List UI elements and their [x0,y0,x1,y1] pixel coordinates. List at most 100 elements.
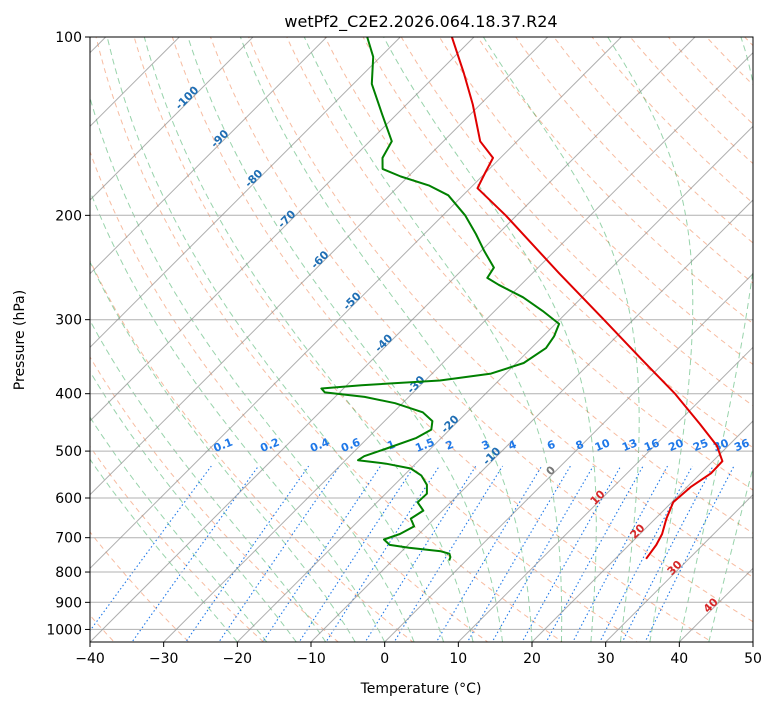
x-tick-label: 10 [449,651,467,667]
y-axis-title: Pressure (hPa) [12,290,28,390]
y-tick-label: 100 [55,30,82,46]
isotherm-line [163,51,753,642]
mixing-ratio-line [262,465,381,642]
mixing-ratio-label: 25 [691,436,710,454]
moist-adiabat-line [90,416,268,642]
dry-adiabat-line [133,37,638,642]
moist-adiabat-line [143,37,474,642]
isotherm-line [531,420,753,642]
dry-adiabat-line [90,259,414,642]
dry-adiabat-line [629,37,753,165]
moist-adiabat-line [239,37,533,642]
x-tick-label: 0 [380,651,389,667]
isotherm-line [90,37,549,496]
dry-adiabat-line [553,37,753,244]
mixing-ratio-line [325,465,440,642]
mixing-ratio-label: 13 [620,436,639,454]
dry-adiabat-line [515,37,753,284]
dry-adiabat-line [95,37,564,642]
dry-adiabat-line [90,356,339,642]
y-tick-label: 800 [55,565,82,581]
mixing-ratio-label: 3 [480,438,492,453]
isotherm-line [90,37,696,642]
y-tick-label: 600 [55,491,82,507]
isotherm-line [384,272,753,642]
dry-adiabat-line [324,37,753,491]
mixing-ratio-lines [90,465,735,642]
dry-adiabat-line [209,37,753,623]
y-tick-label: 300 [55,313,82,329]
isotherm-line [457,346,753,642]
plot-area: 0.1 0.2 0.4 0.6 1 1.5 2 3 4 6 8 10 13 16 20 25 30 36-100-… [90,37,753,642]
axes: −40 −30 −20 −10 0 10 20 30 40 50 100 200 300 400 500 60… [46,30,762,667]
mixing-ratio-line [435,465,543,642]
moist-adiabat-line [383,37,597,642]
isotherm-line [236,125,753,642]
moist-adiabat-line [106,37,445,642]
moist-adiabat-line [607,37,694,642]
mixing-ratio-label: 20 [666,436,685,454]
moist-adiabat-line [482,37,640,642]
profile-series [320,37,724,561]
isotherm-line [310,199,753,642]
moist-adiabat-line [187,37,503,642]
moist-adiabat-line [90,370,297,642]
mixing-ratio-line [572,465,668,642]
chart-title: wetPf2_C2E2.2026.064.18.37.R24 [284,12,557,32]
x-tick-label: 40 [670,651,688,667]
isotherm-line [90,37,475,422]
plot-frame [89,36,754,643]
dry-adiabat-line [438,37,753,366]
x-tick-label: 50 [744,651,762,667]
moist-adiabat-line [708,466,753,642]
isotherm-grid [90,37,753,642]
temperature-line [450,37,724,560]
mixing-ratio-label: 2 [444,438,456,453]
y-tick-label: 200 [55,208,82,224]
isotherm-line [90,37,328,275]
dry-adiabat-line [248,37,753,578]
y-tick-label: 400 [55,387,82,403]
mixing-ratio-line [90,465,212,632]
dewpoint-line [320,37,561,561]
y-tick-label: 700 [55,531,82,547]
mixing-ratio-line [185,465,310,642]
mixing-ratio-label: 1 [385,438,397,453]
dry-adiabat-line [362,37,753,449]
x-tick-label: 30 [597,651,615,667]
mixing-ratio-line [466,465,571,642]
moist-adiabat-line [303,37,563,642]
isotherm-line [90,37,401,349]
mixing-ratio-line [218,465,341,642]
y-tick-label: 500 [55,444,82,460]
moist-adiabat-line [90,189,386,642]
isotherm-line [605,493,753,642]
moist-adiabat-line [678,37,753,642]
dry-adiabat-line [400,37,753,407]
mixing-ratio-label: 8 [574,438,586,453]
mixing-ratio-line [491,465,594,642]
moist-adiabat-line [90,458,238,642]
x-tick-label: −40 [75,651,105,667]
x-axis-title: Temperature (°C) [360,681,482,697]
x-tick-label: −10 [296,651,326,667]
mixing-ratio-line [521,465,622,642]
dry-adiabat-line [286,37,753,534]
y-tick-label: 1000 [46,622,82,638]
dry-adiabats [90,37,753,642]
mixing-ratio-label: 30 [712,436,731,454]
mixing-ratio-label: 16 [642,436,661,454]
moist-adiabat-line [90,319,327,642]
x-tick-label: −30 [149,651,179,667]
moist-adiabat-line [90,260,356,642]
x-tick-label: 20 [523,651,541,667]
x-tick-label: −20 [223,651,253,667]
mixing-ratio-line [131,465,259,642]
mixing-ratio-label: 10 [593,436,612,454]
isotherm-line [90,37,622,570]
isotherm-line [90,37,254,201]
mixing-ratio-label: 36 [732,436,751,454]
dry-adiabat-line [90,445,265,642]
